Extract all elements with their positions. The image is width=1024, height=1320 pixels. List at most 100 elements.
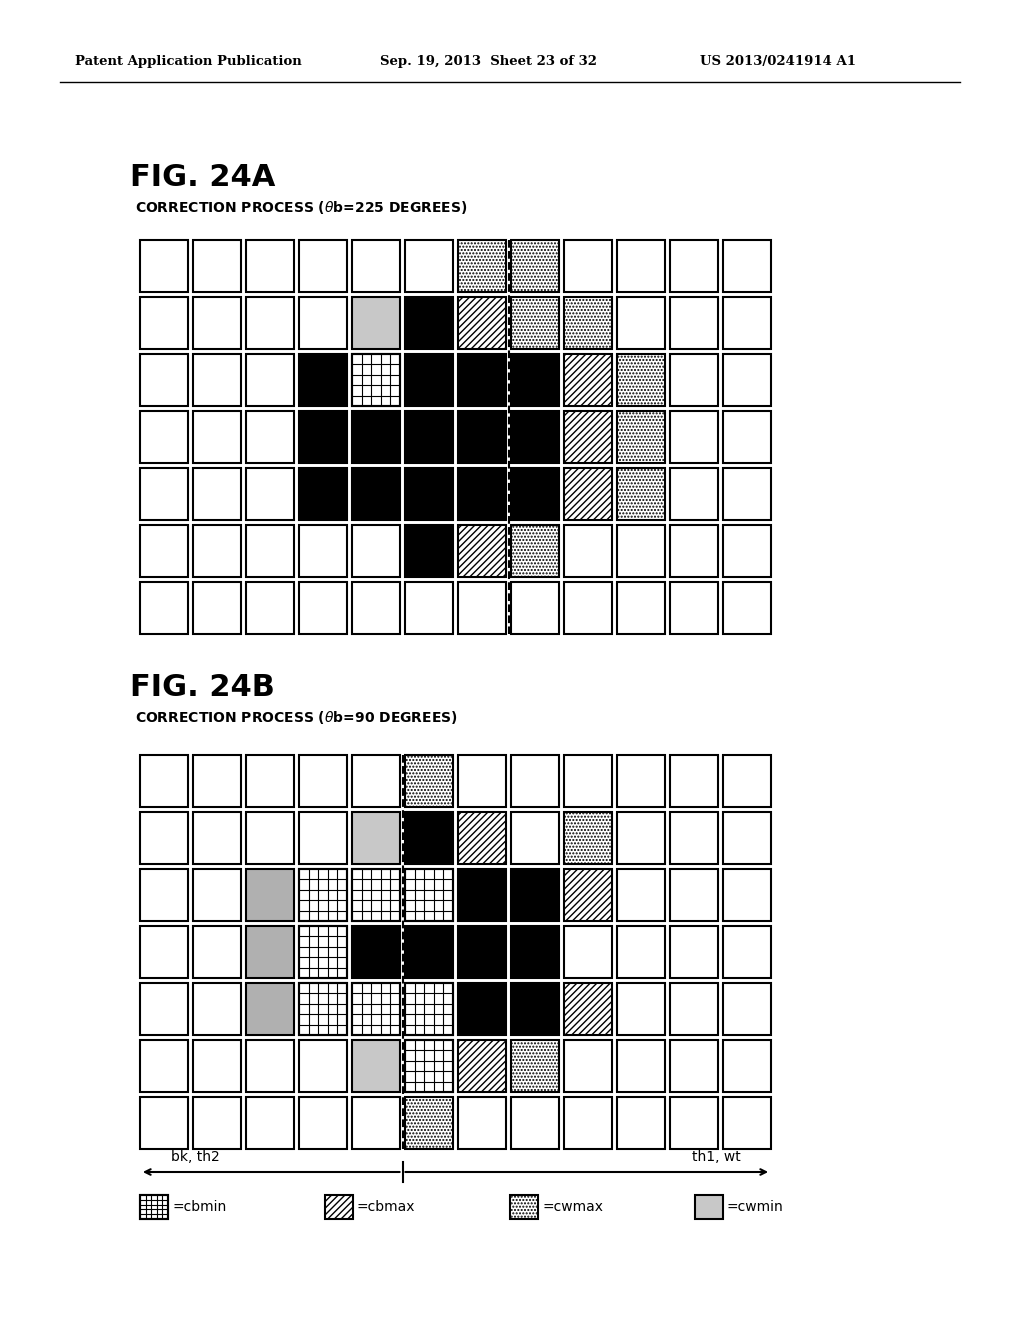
- Bar: [617, 297, 665, 348]
- Bar: [670, 354, 718, 407]
- Bar: [193, 1040, 241, 1092]
- Bar: [723, 983, 771, 1035]
- Bar: [299, 869, 347, 921]
- Bar: [564, 869, 612, 921]
- Bar: [246, 983, 294, 1035]
- Bar: [458, 983, 506, 1035]
- Bar: [193, 469, 241, 520]
- Bar: [670, 525, 718, 577]
- Bar: [352, 411, 400, 463]
- Bar: [511, 983, 559, 1035]
- Bar: [670, 755, 718, 807]
- Bar: [617, 1040, 665, 1092]
- Bar: [670, 582, 718, 634]
- Bar: [246, 469, 294, 520]
- Bar: [458, 1040, 506, 1092]
- Bar: [458, 812, 506, 865]
- Bar: [511, 354, 559, 407]
- Bar: [458, 1097, 506, 1148]
- Bar: [511, 411, 559, 463]
- Bar: [352, 469, 400, 520]
- Bar: [193, 983, 241, 1035]
- Bar: [140, 582, 188, 634]
- Bar: [140, 525, 188, 577]
- Bar: [140, 354, 188, 407]
- Bar: [511, 755, 559, 807]
- Bar: [511, 469, 559, 520]
- Bar: [406, 755, 453, 807]
- Bar: [352, 354, 400, 407]
- Bar: [511, 582, 559, 634]
- Bar: [193, 525, 241, 577]
- Bar: [246, 1040, 294, 1092]
- Bar: [193, 240, 241, 292]
- Bar: [352, 240, 400, 292]
- Bar: [458, 354, 506, 407]
- Bar: [299, 1097, 347, 1148]
- Bar: [564, 240, 612, 292]
- Bar: [617, 582, 665, 634]
- Bar: [193, 812, 241, 865]
- Bar: [193, 297, 241, 348]
- Bar: [299, 869, 347, 921]
- Text: CORRECTION PROCESS ($\it{\theta}$b=225 DEGREES): CORRECTION PROCESS ($\it{\theta}$b=225 D…: [135, 199, 467, 216]
- Bar: [723, 297, 771, 348]
- Bar: [564, 469, 612, 520]
- Bar: [670, 983, 718, 1035]
- Bar: [299, 354, 347, 407]
- Bar: [352, 1040, 400, 1092]
- Bar: [406, 525, 453, 577]
- Bar: [406, 1040, 453, 1092]
- Bar: [723, 869, 771, 921]
- Bar: [723, 411, 771, 463]
- Bar: [299, 240, 347, 292]
- Bar: [352, 1097, 400, 1148]
- Bar: [458, 411, 506, 463]
- Bar: [406, 1040, 453, 1092]
- Bar: [458, 755, 506, 807]
- Bar: [458, 297, 506, 348]
- Bar: [299, 525, 347, 577]
- Text: FIG. 24B: FIG. 24B: [130, 673, 274, 702]
- Bar: [617, 354, 665, 407]
- Bar: [723, 927, 771, 978]
- Bar: [406, 869, 453, 921]
- Bar: [140, 812, 188, 865]
- Bar: [352, 869, 400, 921]
- Bar: [246, 240, 294, 292]
- Bar: [458, 869, 506, 921]
- Text: CORRECTION PROCESS ($\it{\theta}$b=90 DEGREES): CORRECTION PROCESS ($\it{\theta}$b=90 DE…: [135, 709, 458, 726]
- Bar: [458, 469, 506, 520]
- Bar: [406, 354, 453, 407]
- Bar: [510, 1195, 538, 1218]
- Bar: [723, 755, 771, 807]
- Bar: [723, 582, 771, 634]
- Bar: [670, 469, 718, 520]
- Text: US 2013/0241914 A1: US 2013/0241914 A1: [700, 55, 856, 69]
- Bar: [352, 983, 400, 1035]
- Bar: [670, 812, 718, 865]
- Bar: [458, 240, 506, 292]
- Bar: [299, 983, 347, 1035]
- Text: =cwmax: =cwmax: [542, 1200, 603, 1214]
- Bar: [511, 869, 559, 921]
- Bar: [246, 869, 294, 921]
- Bar: [140, 1097, 188, 1148]
- Bar: [406, 297, 453, 348]
- Bar: [193, 1097, 241, 1148]
- Bar: [723, 812, 771, 865]
- Bar: [325, 1195, 353, 1218]
- Bar: [299, 755, 347, 807]
- Bar: [670, 240, 718, 292]
- Bar: [352, 582, 400, 634]
- Bar: [246, 927, 294, 978]
- Bar: [723, 1097, 771, 1148]
- Text: FIG. 24A: FIG. 24A: [130, 162, 275, 191]
- Bar: [564, 812, 612, 865]
- Bar: [723, 354, 771, 407]
- Bar: [352, 755, 400, 807]
- Bar: [299, 297, 347, 348]
- Bar: [670, 1040, 718, 1092]
- Bar: [670, 927, 718, 978]
- Text: =cwmin: =cwmin: [727, 1200, 783, 1214]
